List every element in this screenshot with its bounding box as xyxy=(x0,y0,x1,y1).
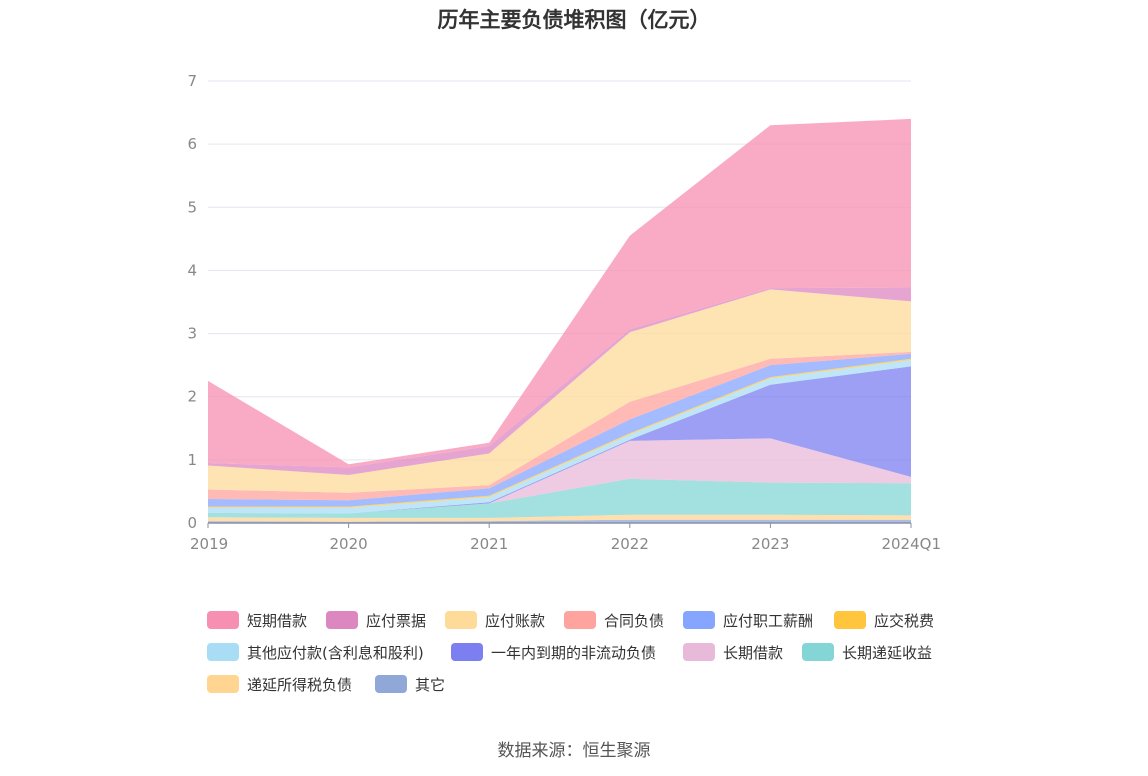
y-tick-label-4: 4 xyxy=(187,261,197,279)
x-axis: 2019 2020 2021 2022 2023 2024Q1 xyxy=(190,522,941,553)
legend-swatch-7 xyxy=(207,643,239,661)
legend-item-3[interactable]: 应付账款 xyxy=(445,607,545,633)
legend-swatch-8 xyxy=(451,643,483,661)
legend-item-8[interactable]: 一年内到期的非流动负债 xyxy=(451,639,656,665)
legend-label-11: 递延所得税负债 xyxy=(247,675,353,694)
legend-swatch-10 xyxy=(802,643,834,661)
legend-swatch-6 xyxy=(834,611,866,629)
y-tick-label-1: 1 xyxy=(187,451,197,469)
legend-item-10[interactable]: 长期递延收益 xyxy=(802,639,932,665)
area-series-3[interactable] xyxy=(208,478,911,518)
legend-swatch-9 xyxy=(683,643,715,661)
y-tick-label-7: 7 xyxy=(187,72,197,90)
legend-swatch-4 xyxy=(564,611,596,629)
x-tick-label-2023: 2023 xyxy=(751,535,789,553)
stacked-area-chart: 2019 2020 2021 2022 2023 2024Q1 0 1 2 3 4 5 6 7 xyxy=(187,72,941,553)
legend-label-3: 应付账款 xyxy=(485,611,546,630)
legend-item-6[interactable]: 应交税费 xyxy=(834,607,934,633)
legend-item-11[interactable]: 递延所得税负债 xyxy=(207,671,352,697)
legend-swatch-11 xyxy=(207,675,239,693)
legend-label-10: 长期递延收益 xyxy=(842,643,933,662)
legend-label-2: 应付票据 xyxy=(366,611,427,630)
legend-item-9[interactable]: 长期借款 xyxy=(683,639,783,665)
y-tick-label-6: 6 xyxy=(187,135,197,153)
area-series-4[interactable] xyxy=(208,438,911,514)
legend-item-4[interactable]: 合同负债 xyxy=(564,607,664,633)
legend-label-1: 短期借款 xyxy=(247,611,308,630)
y-axis: 0 1 2 3 4 5 6 7 xyxy=(187,72,197,532)
legend-swatch-12 xyxy=(375,675,407,693)
x-tick-label-2024Q1: 2024Q1 xyxy=(881,535,941,553)
legend-label-9: 长期借款 xyxy=(723,643,784,662)
chart-title: 历年主要负债堆积图（亿元） xyxy=(437,8,711,32)
area-series-2[interactable] xyxy=(208,514,911,522)
legend-item-5[interactable]: 应付职工薪酬 xyxy=(683,607,813,633)
legend-swatch-3 xyxy=(445,611,477,629)
legend-label-4: 合同负债 xyxy=(604,611,665,630)
legend-label-7: 其他应付款(含利息和股利) xyxy=(247,643,424,662)
y-tick-label-2: 2 xyxy=(187,388,197,406)
legend-label-12: 其它 xyxy=(415,675,446,694)
legend-label-5: 应付职工薪酬 xyxy=(723,611,814,630)
x-tick-label-2020: 2020 xyxy=(330,535,368,553)
y-tick-label-3: 3 xyxy=(187,325,197,343)
area-series-6[interactable] xyxy=(208,360,911,514)
legend-swatch-2 xyxy=(326,611,358,629)
x-tick-label-2022: 2022 xyxy=(611,535,649,553)
legend-swatch-1 xyxy=(207,611,239,629)
area-series-12[interactable] xyxy=(208,118,911,468)
legend-item-2[interactable]: 应付票据 xyxy=(326,607,426,633)
area-series-1[interactable] xyxy=(208,519,911,523)
x-tick-label-2019: 2019 xyxy=(190,535,228,553)
y-tick-label-5: 5 xyxy=(187,198,197,216)
legend-item-1[interactable]: 短期借款 xyxy=(207,607,307,633)
legend-label-6: 应交税费 xyxy=(874,611,935,630)
area-series-10[interactable] xyxy=(208,289,911,493)
legend-swatch-5 xyxy=(683,611,715,629)
legend-label-8: 一年内到期的非流动负债 xyxy=(491,643,657,662)
data-source: 数据来源：恒生聚源 xyxy=(497,741,651,761)
area-series-group xyxy=(208,118,911,523)
legend-item-7[interactable]: 其他应付款(含利息和股利) xyxy=(207,639,424,665)
area-series-5[interactable] xyxy=(208,366,911,514)
legend-item-12[interactable]: 其它 xyxy=(375,671,445,697)
x-tick-label-2021: 2021 xyxy=(470,535,508,553)
y-tick-label-0: 0 xyxy=(187,514,197,532)
